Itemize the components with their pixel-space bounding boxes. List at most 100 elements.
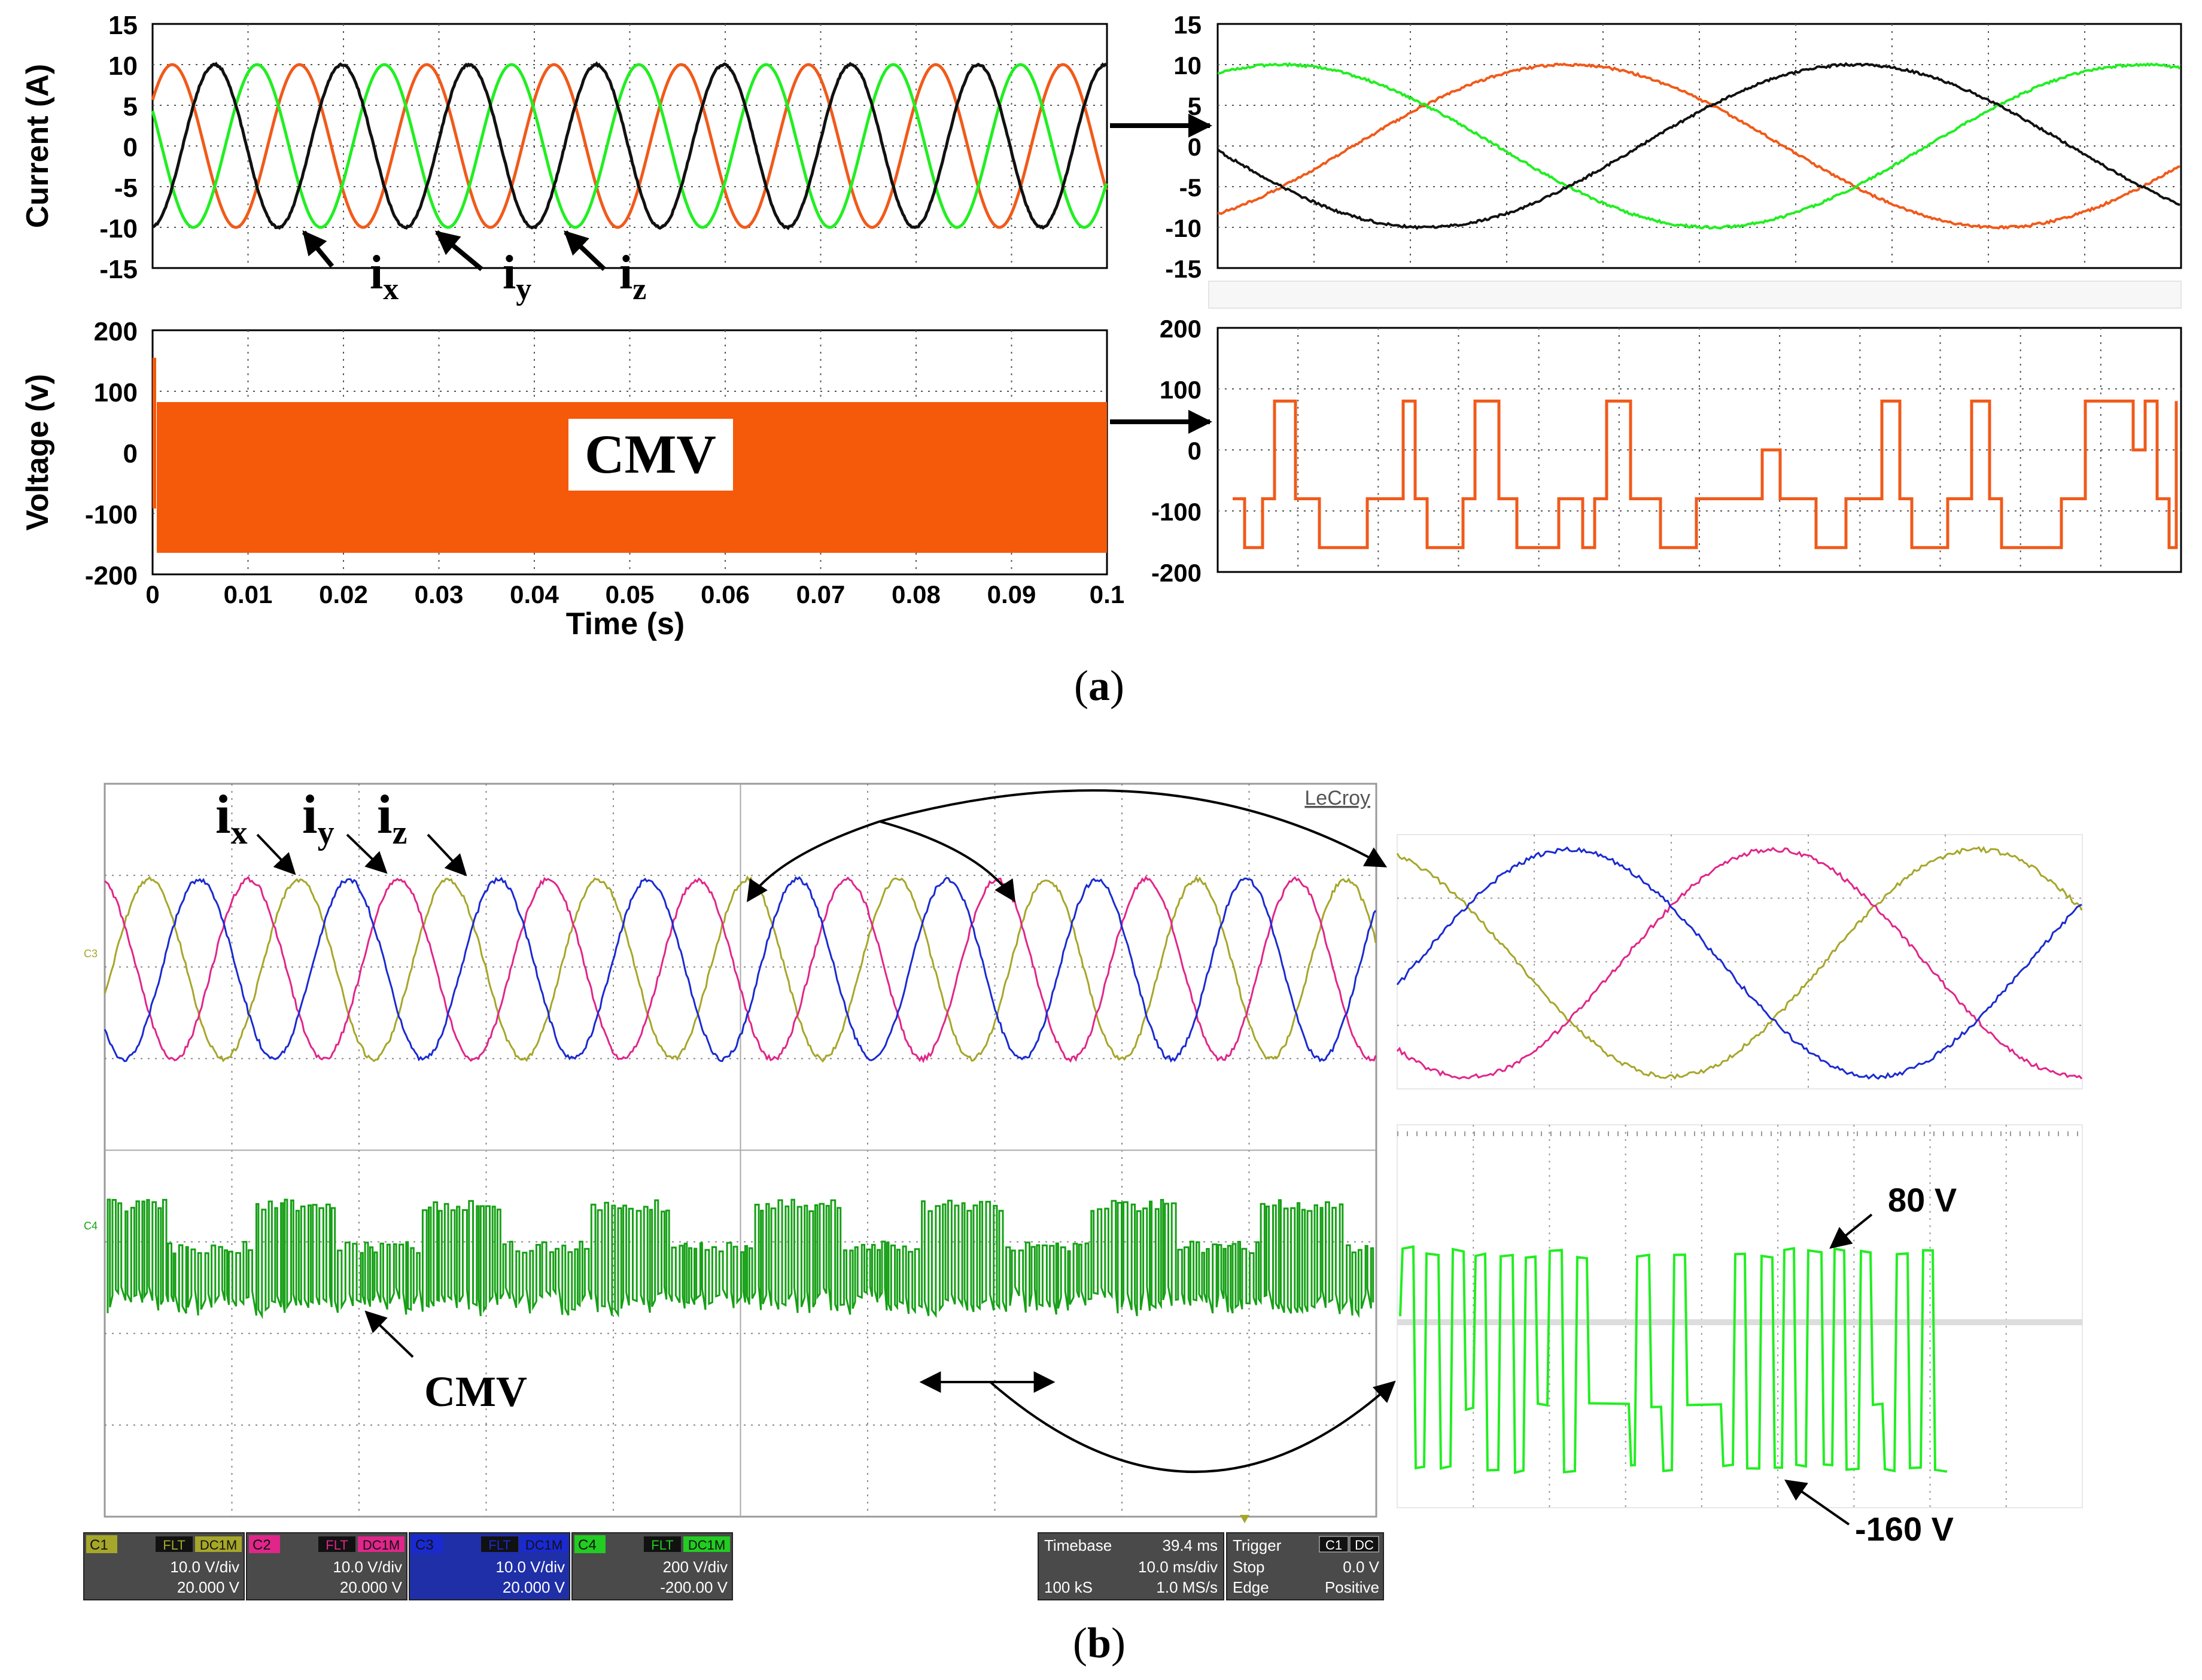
b-annotation-80v: 80 V [1888,1181,1957,1219]
a-voltage-tick-label: -100 [85,500,138,529]
b-channel-coupling: DC1M [363,1538,400,1553]
a-x-tick-label: 0.02 [319,580,368,608]
a-x-tick-label: 0.09 [987,580,1036,608]
b-cmv-trace [107,1198,1374,1320]
b-trigger-ch: C1 [1325,1538,1342,1553]
a-x-tick-label: 0.07 [796,580,845,608]
b-brand: LeCroy [1304,787,1370,809]
b-channel-tag-C2 [249,1535,280,1553]
b-current-line-iz [104,876,1377,1063]
b-zoom-current-line-iy [1396,847,2083,1080]
b-timebase-box [1038,1532,1224,1600]
b-current-line-iy [104,875,1377,1064]
b-channel-vdiv: 10.0 V/div [170,1558,239,1576]
b-channel-flt-box [481,1536,518,1552]
b-channel-coupling-box [195,1536,242,1552]
a-zoom-current-line-iy [1217,62,2181,230]
a-x-tick-label: 0 [145,580,159,608]
b-trigger-ch-box [1319,1536,1349,1553]
b-channel-offset: 20.000 V [503,1578,565,1596]
b-channel-name: C2 [253,1537,271,1553]
b-channel-coupling-box [521,1536,567,1552]
a-zoom-current-tick-label: 10 [1173,51,1202,80]
a-voltage-tick-label: -200 [85,561,138,591]
b-channel-flt: FLT [326,1538,348,1553]
a-current-tick-label: 10 [108,51,138,81]
b-zoom-current-line-ix [1396,845,2083,1080]
b-trigger-text: Stop [1233,1558,1265,1576]
b-channel-tag-C4 [574,1535,606,1553]
b-cmv-label: CMV [424,1368,527,1416]
b-curve-arrow-top-right [879,789,1388,868]
b-timebase-text: 100 kS [1044,1578,1093,1596]
a-current-ylabel: Current (A) [20,64,55,228]
b-arrow-iy [346,833,388,874]
a-legend-ix: ix [370,246,399,306]
a-zoom-voltage-tick-label: 200 [1160,315,1202,343]
a-zoom-voltage-tick-label: -200 [1151,559,1202,587]
a-cmv-label-box [568,419,733,491]
a-zoom-voltage-grid [1218,328,2181,572]
a-zoom-voltage-y-ticks: 200 100 0 -100 -200 [1151,315,1202,587]
a-arrow-ix [302,230,334,268]
a-zoom-current-series [1216,62,2181,230]
a-zoom-ruler [1208,281,2182,309]
b-channel-tag-C1 [86,1535,117,1553]
b-timebase-text: Timebase [1044,1536,1112,1554]
b-channel-name: C4 [578,1537,597,1553]
b-channel-coupling: DC1M [200,1538,237,1553]
a-zoom-voltage-tick-label: -100 [1151,498,1202,526]
a-zoom-current-line-iz [1216,62,2180,230]
a-current-tick-label: 5 [123,92,138,121]
b-trigger-text: Positive [1325,1578,1379,1596]
b-trigger-cpl-box [1349,1536,1379,1553]
b-channel-coupling: DC1M [525,1538,562,1553]
b-arrow-80v [1829,1213,1873,1249]
a-voltage-ylabel: Voltage (v) [20,374,55,531]
b-zoom-current-frame [1397,834,2083,1089]
b-channel-coupling-box [358,1536,404,1552]
b-timebase-text: 10.0 ms/div [1138,1558,1218,1576]
b-arrow-ix [256,833,296,875]
a-arrow-iz [564,230,606,271]
b-channel-flt-box [318,1536,355,1552]
a-current-series [151,61,1108,230]
a-current-tick-label: -5 [114,174,138,203]
a-x-tick-label: 0.1 [1090,580,1124,608]
b-annotation-160v: -160 V [1855,1510,1954,1548]
a-x-tick-label: 0.03 [415,580,464,608]
b-c3-marker: C3 [84,948,98,960]
b-curve-arrow-bottom [989,1380,1396,1473]
a-current-line-iz [152,61,1108,230]
b-zoom-cmv-grid [1397,1125,2082,1508]
b-channel-offset: 20.000 V [177,1578,240,1596]
b-scope-status-bar: C1 FLT DC1M 10.0 V/div 20.000 V C2 FLT DC1M 10.0… [83,1515,1384,1600]
a-x-tick-label: 0.01 [224,580,273,608]
a-xlabel: Time (s) [566,607,685,641]
b-trigger-cpl: DC [1355,1538,1374,1553]
a-zoom-current-tick-label: 5 [1188,92,1202,120]
b-trigger-text: Edge [1233,1578,1269,1596]
a-x-tick-label: 0.06 [701,580,750,608]
a-zoom-voltage-tick-label: 0 [1188,437,1202,465]
b-channel-offset: -200.00 V [660,1578,728,1596]
b-channel-tag-C3 [412,1535,443,1553]
b-legend-iy: iy [302,784,334,851]
b-arrow-160v [1784,1479,1850,1526]
a-current-y-ticks: 15 10 5 0 -5 -10 -15 [99,11,138,284]
b-zoom-cmv-trace [1399,1245,1948,1474]
b-channel-coupling-box [683,1536,730,1552]
b-current-line-ix [104,875,1377,1063]
b-panel-label: (b) [1073,1619,1126,1667]
b-channel-vdiv: 10.0 V/div [333,1558,402,1576]
a-current-tick-label: -10 [99,214,138,244]
a-current-tick-label: 15 [108,11,138,40]
b-channel-flt: FLT [163,1538,185,1553]
a-x-ticks: 0 0.01 0.02 0.03 0.04 0.05 0.06 0.07 0.08 0.09 0.1 [145,580,1124,608]
b-scope-grid [105,784,1376,1517]
a-zoom-current-tick-label: -5 [1179,174,1202,202]
a-current-tick-label: 0 [123,133,138,162]
b-zoom-current-line-iz [1396,846,2082,1080]
